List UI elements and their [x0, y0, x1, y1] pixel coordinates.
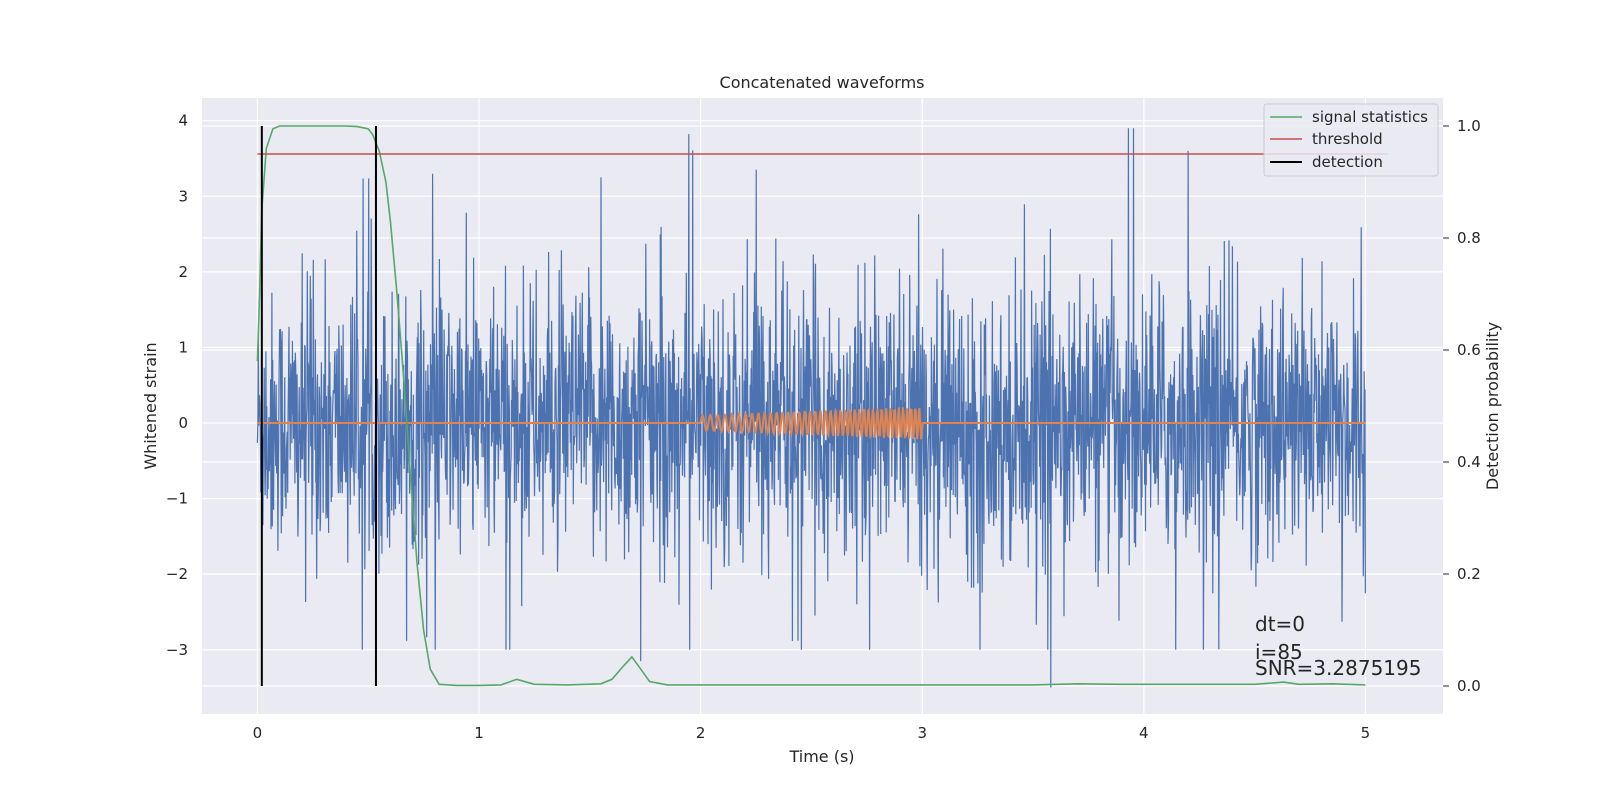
- annotation-index: i=85: [1255, 640, 1303, 664]
- y-tick-label: −2: [166, 565, 188, 583]
- y-right-tick-label: 1.0: [1457, 117, 1481, 135]
- y-right-tick-label: 0.0: [1457, 677, 1481, 695]
- y-tick-label: 2: [178, 263, 188, 281]
- x-tick-label: 1: [474, 724, 484, 742]
- x-tick-label: 2: [696, 724, 706, 742]
- signal-statistics-line: [256, 125, 1366, 687]
- y-tick-label: 0: [178, 414, 188, 432]
- x-tick-label: 3: [917, 724, 927, 742]
- y-tick-label: 3: [178, 187, 188, 205]
- legend-label-detection: detection: [1312, 153, 1383, 171]
- series-layer: [256, 125, 1388, 688]
- legend-box: [1263, 103, 1439, 177]
- y-tick-label: 4: [178, 112, 188, 130]
- axes: 0 1 2 3 4 5 −3 −2 −1 0 1 2 3 4 0.0 0.2 0.4 0.6 0.8 1.0: [166, 112, 1481, 742]
- chart-title: Concatenated waveforms: [720, 73, 925, 92]
- annotation-dt: dt=0: [1255, 612, 1305, 636]
- injected-waveform-line: [257, 406, 1366, 440]
- y-tick-label: 1: [178, 338, 188, 356]
- legend: signal statistics threshold detection: [1263, 103, 1439, 177]
- strain-noise-line: [256, 128, 1366, 688]
- y-right-tick-label: 0.2: [1457, 565, 1481, 583]
- y-tick-label: −1: [166, 490, 188, 508]
- x-tick-label: 0: [253, 724, 263, 742]
- annotation-snr: SNR=3.2875195: [1255, 656, 1421, 680]
- y-axis-label: Whitened strain: [141, 342, 160, 469]
- legend-label-signal-statistics: signal statistics: [1312, 108, 1428, 126]
- legend-label-threshold: threshold: [1312, 130, 1383, 148]
- y-right-tick-label: 0.6: [1457, 341, 1481, 359]
- y-right-axis-label: Detection probability: [1483, 322, 1502, 490]
- x-axis-label: Time (s): [788, 747, 854, 766]
- y-tick-label: −3: [166, 641, 188, 659]
- y-right-tick-label: 0.4: [1457, 453, 1481, 471]
- x-tick-label: 4: [1139, 724, 1149, 742]
- annotations: dt=0 i=85 SNR=3.2875195: [1255, 612, 1421, 680]
- x-tick-label: 5: [1361, 724, 1371, 742]
- y-right-tick-label: 0.8: [1457, 229, 1481, 247]
